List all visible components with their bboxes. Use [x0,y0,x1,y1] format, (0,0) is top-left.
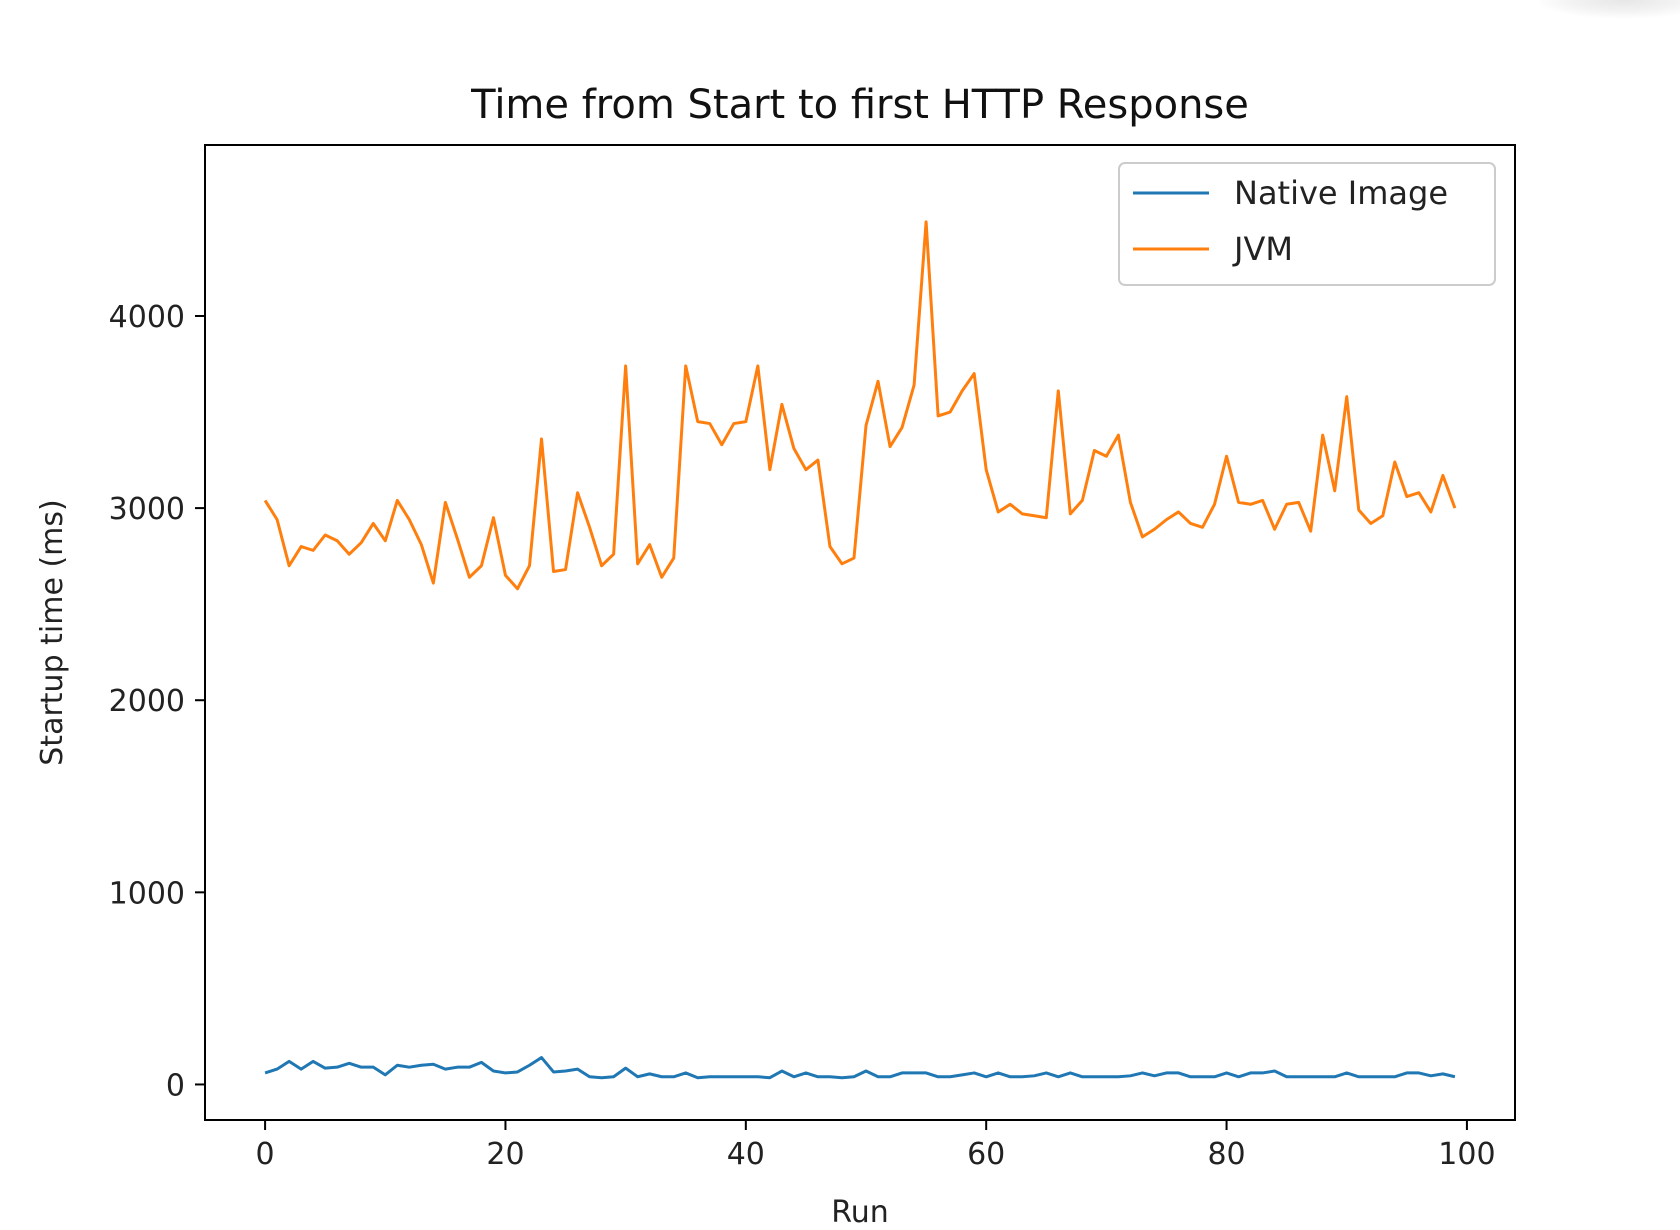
window-corner-shadow [1540,0,1680,18]
x-tick-label: 100 [1438,1137,1495,1172]
series-line-native-image [264,1056,1456,1080]
y-tick-label: 4000 [109,300,185,335]
chart-title: Time from Start to first HTTP Response [470,82,1249,128]
y-tick-label: 3000 [109,492,185,527]
x-tick-label: 40 [727,1137,765,1172]
series-line-jvm [263,220,1457,591]
legend-label: JVM [1232,230,1293,268]
y-tick-label: 0 [166,1068,185,1103]
x-axis-label: Run [831,1195,889,1230]
legend-label: Native Image [1234,174,1448,212]
legend-box [1118,162,1496,286]
y-tick-label: 1000 [109,876,185,911]
plot-frame [204,144,1516,1121]
x-tick-label: 80 [1207,1137,1245,1172]
x-tick-label: 60 [967,1137,1005,1172]
x-tick-label: 20 [486,1137,524,1172]
x-tick-label: 0 [256,1137,275,1172]
y-axis-label: Startup time (ms) [35,499,70,765]
y-tick-label: 2000 [109,684,185,719]
